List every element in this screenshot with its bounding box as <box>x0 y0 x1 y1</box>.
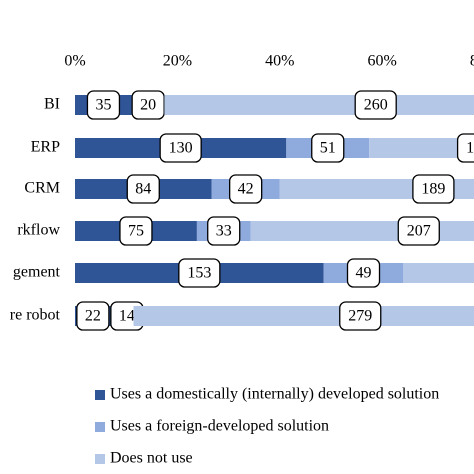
bar-segment <box>164 95 474 115</box>
data-label: 279 <box>348 308 372 325</box>
label-box <box>456 133 474 163</box>
x-tick-label: 0% <box>64 53 85 70</box>
y-tick-label: ERP <box>31 139 60 156</box>
data-label: 75 <box>128 223 144 240</box>
x-tick-label: 60% <box>368 53 397 70</box>
data-label: 22 <box>85 308 101 325</box>
data-label: 84 <box>135 181 151 198</box>
bar-segment <box>403 263 474 283</box>
bar-segment <box>133 306 474 326</box>
legend-swatch <box>95 454 105 464</box>
label-box <box>86 90 121 120</box>
label-box <box>159 133 202 163</box>
y-tick-label: CRM <box>24 180 60 197</box>
x-tick-label: 40% <box>265 53 294 70</box>
label-box <box>119 216 153 246</box>
label-box <box>339 301 382 331</box>
label-box <box>207 216 241 246</box>
legend-swatch <box>95 390 105 400</box>
bar-segment <box>250 221 474 241</box>
data-label: 260 <box>364 97 388 114</box>
label-box <box>397 216 440 246</box>
legend-label: Uses a foreign-developed solution <box>110 418 329 435</box>
data-label: 35 <box>95 97 111 114</box>
y-tick-label: gement <box>13 264 61 281</box>
label-box <box>311 133 345 163</box>
data-label: 20 <box>140 97 156 114</box>
label-box <box>229 174 263 204</box>
data-label: 51 <box>320 140 336 157</box>
y-tick-label: BI <box>44 96 60 113</box>
y-tick-label: rkflow <box>17 222 60 239</box>
label-box <box>178 258 221 288</box>
label-box <box>346 258 381 288</box>
label-box <box>354 90 397 120</box>
label-box <box>126 174 160 204</box>
y-tick-label: re robot <box>10 307 61 324</box>
data-label: 189 <box>421 181 445 198</box>
x-tick-label: 80% <box>470 53 474 70</box>
data-label: 134 <box>466 140 474 157</box>
x-tick-label: 20% <box>163 53 192 70</box>
label-box <box>412 174 455 204</box>
data-label: 42 <box>238 181 254 198</box>
label-box <box>76 301 110 331</box>
label-box <box>131 90 165 120</box>
data-label: 14 <box>119 308 135 325</box>
data-label: 49 <box>356 265 372 282</box>
data-label: 207 <box>407 223 431 240</box>
data-label: 33 <box>216 223 232 240</box>
legend-label: Does not use <box>110 450 193 467</box>
bar-segment <box>369 138 474 158</box>
data-label: 153 <box>187 265 211 282</box>
legend-swatch <box>95 422 105 432</box>
data-label: 130 <box>169 140 193 157</box>
legend-label: Uses a domestically (internally) develop… <box>110 386 439 403</box>
